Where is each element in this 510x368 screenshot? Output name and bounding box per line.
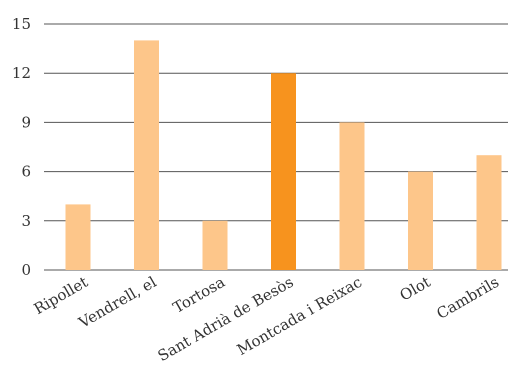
y-axis-ticks: 0 3 6 9 12 15: [12, 15, 31, 279]
x-tick-label: Olot: [397, 273, 434, 305]
y-tick-label: 9: [21, 113, 31, 131]
bar: [339, 122, 365, 271]
bar: [271, 73, 296, 270]
y-tick-label: 3: [21, 212, 31, 230]
x-tick-label: Tortosa: [170, 273, 228, 317]
y-tick-label: 12: [12, 64, 31, 82]
x-tick-label: Ripollet: [31, 273, 91, 318]
y-tick-label: 6: [21, 163, 31, 181]
x-tick-label: Vendrell, el: [75, 273, 160, 332]
bar: [134, 40, 159, 271]
bar: [408, 171, 433, 270]
bar: [65, 204, 91, 270]
bar: [202, 220, 228, 270]
x-tick-label: Cambrils: [433, 273, 502, 323]
x-tick-label: Montcada i Reixac: [234, 273, 365, 359]
bar: [476, 155, 502, 270]
y-tick-label: 0: [21, 261, 31, 279]
bars: [65, 40, 502, 271]
y-tick-label: 15: [12, 15, 31, 33]
